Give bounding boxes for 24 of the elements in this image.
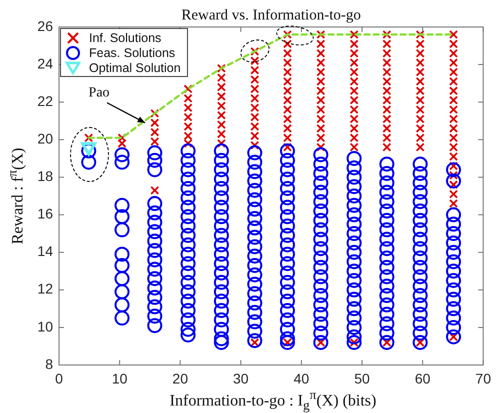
x-tick-label: 0 — [55, 370, 64, 386]
legend-label: Inf. Solutions — [89, 30, 162, 44]
y-tick-label: 20 — [37, 130, 54, 147]
x-tick-label: 20 — [172, 370, 188, 386]
y-tick-label: 24 — [37, 55, 54, 72]
x-tick-label: 60 — [414, 370, 431, 386]
y-tick-label: 8 — [45, 356, 54, 372]
annotation: Pao — [88, 85, 110, 100]
legend-label: Feas. Solutions — [89, 46, 176, 60]
y-tick-label: 16 — [37, 206, 54, 222]
x-tick-label: 30 — [233, 370, 249, 386]
y-tick-label: 14 — [37, 243, 54, 260]
y-tick-label: 18 — [37, 168, 54, 184]
legend-label: Optimal Solution — [89, 60, 181, 74]
x-axis-title: Information-to-go : I$_{g}$$^{π}$(X) (bits) — [170, 387, 376, 413]
x-tick-label: 40 — [294, 370, 310, 386]
y-tick-label: 12 — [37, 280, 54, 297]
x-tick-label: 10 — [112, 370, 128, 386]
y-tick-label: 26 — [37, 18, 54, 34]
y-tick-label: 10 — [37, 318, 54, 334]
x-tick-label: 50 — [354, 370, 370, 386]
x-tick-label: 70 — [475, 370, 492, 386]
chart-title: Reward vs. Information-to-go — [181, 7, 361, 24]
y-tick-label: 22 — [37, 92, 54, 109]
